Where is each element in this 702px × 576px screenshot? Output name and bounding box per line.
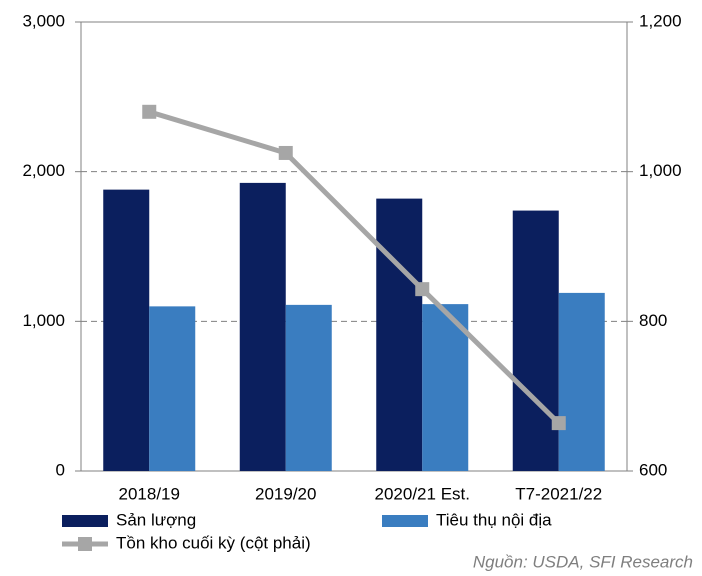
x-tick-label: T7-2021/22 — [515, 484, 602, 503]
legend-swatch — [382, 515, 428, 527]
y-tick-label: 2,000 — [22, 161, 65, 180]
legend-swatch — [62, 515, 108, 527]
marker — [415, 282, 430, 297]
bar — [285, 304, 332, 471]
legend-label: Tiêu thụ nội địa — [436, 510, 552, 529]
bar — [422, 304, 469, 471]
bar — [149, 306, 196, 471]
marker — [278, 145, 293, 160]
y2-tick-label: 800 — [639, 311, 667, 330]
y-tick-label: 0 — [56, 460, 65, 479]
bar — [512, 210, 559, 471]
y-tick-label: 1,000 — [22, 311, 65, 330]
y-tick-label: 3,000 — [22, 11, 65, 30]
bar — [376, 198, 423, 471]
y2-tick-label: 600 — [639, 460, 667, 479]
bar — [558, 292, 605, 471]
x-tick-label: 2019/20 — [255, 484, 316, 503]
legend-label: Tồn kho cuối kỳ (cột phải) — [116, 533, 311, 552]
x-tick-label: 2020/21 Est. — [375, 484, 470, 503]
bar — [239, 182, 286, 471]
bar — [103, 189, 150, 472]
legend-label: Sản lượng — [116, 510, 196, 529]
x-tick-label: 2018/19 — [119, 484, 180, 503]
marker — [551, 416, 566, 431]
line — [148, 109, 561, 425]
plot-frame — [80, 21, 628, 472]
legend-marker — [78, 537, 92, 551]
marker — [142, 104, 157, 119]
y2-tick-label: 1,200 — [639, 11, 682, 30]
source-note: Nguồn: USDA, SFI Research — [473, 552, 693, 571]
y2-tick-label: 1,000 — [639, 161, 682, 180]
